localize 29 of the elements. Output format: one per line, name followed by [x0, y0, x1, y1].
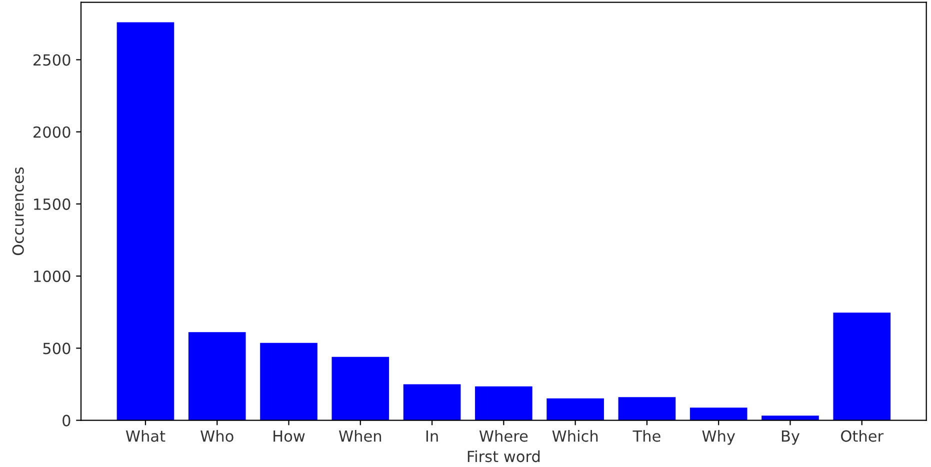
bar — [690, 408, 748, 420]
bar — [833, 312, 891, 420]
y-tick-label: 0 — [62, 414, 70, 426]
y-axis-title: Occurences — [12, 167, 24, 256]
bar — [188, 332, 246, 420]
x-tick-label: Other — [841, 430, 884, 442]
y-tick-label: 2000 — [34, 126, 70, 138]
x-tick-label: When — [338, 430, 382, 442]
x-axis-title: First word — [468, 450, 540, 462]
x-tick-label: How — [274, 430, 305, 442]
x-tick-label: By — [782, 430, 800, 445]
bar — [618, 397, 676, 420]
bar — [403, 384, 461, 420]
x-tick-label: The — [632, 430, 660, 442]
y-tick-label: 1500 — [34, 198, 70, 210]
x-tick-label: In — [426, 430, 438, 442]
x-tick-label: What — [126, 430, 166, 442]
x-tick-label: Which — [552, 430, 598, 442]
y-tick-label: 500 — [43, 342, 70, 354]
bar — [475, 386, 532, 420]
x-tick-label: Why — [702, 430, 736, 445]
x-tick-label: Who — [200, 430, 234, 442]
bar — [332, 356, 390, 420]
y-tick-label: 1000 — [34, 270, 70, 282]
bar — [260, 342, 318, 420]
bar — [116, 22, 174, 420]
bar — [546, 398, 604, 420]
y-tick-label: 2500 — [34, 54, 70, 66]
x-tick-label: Where — [479, 430, 528, 442]
